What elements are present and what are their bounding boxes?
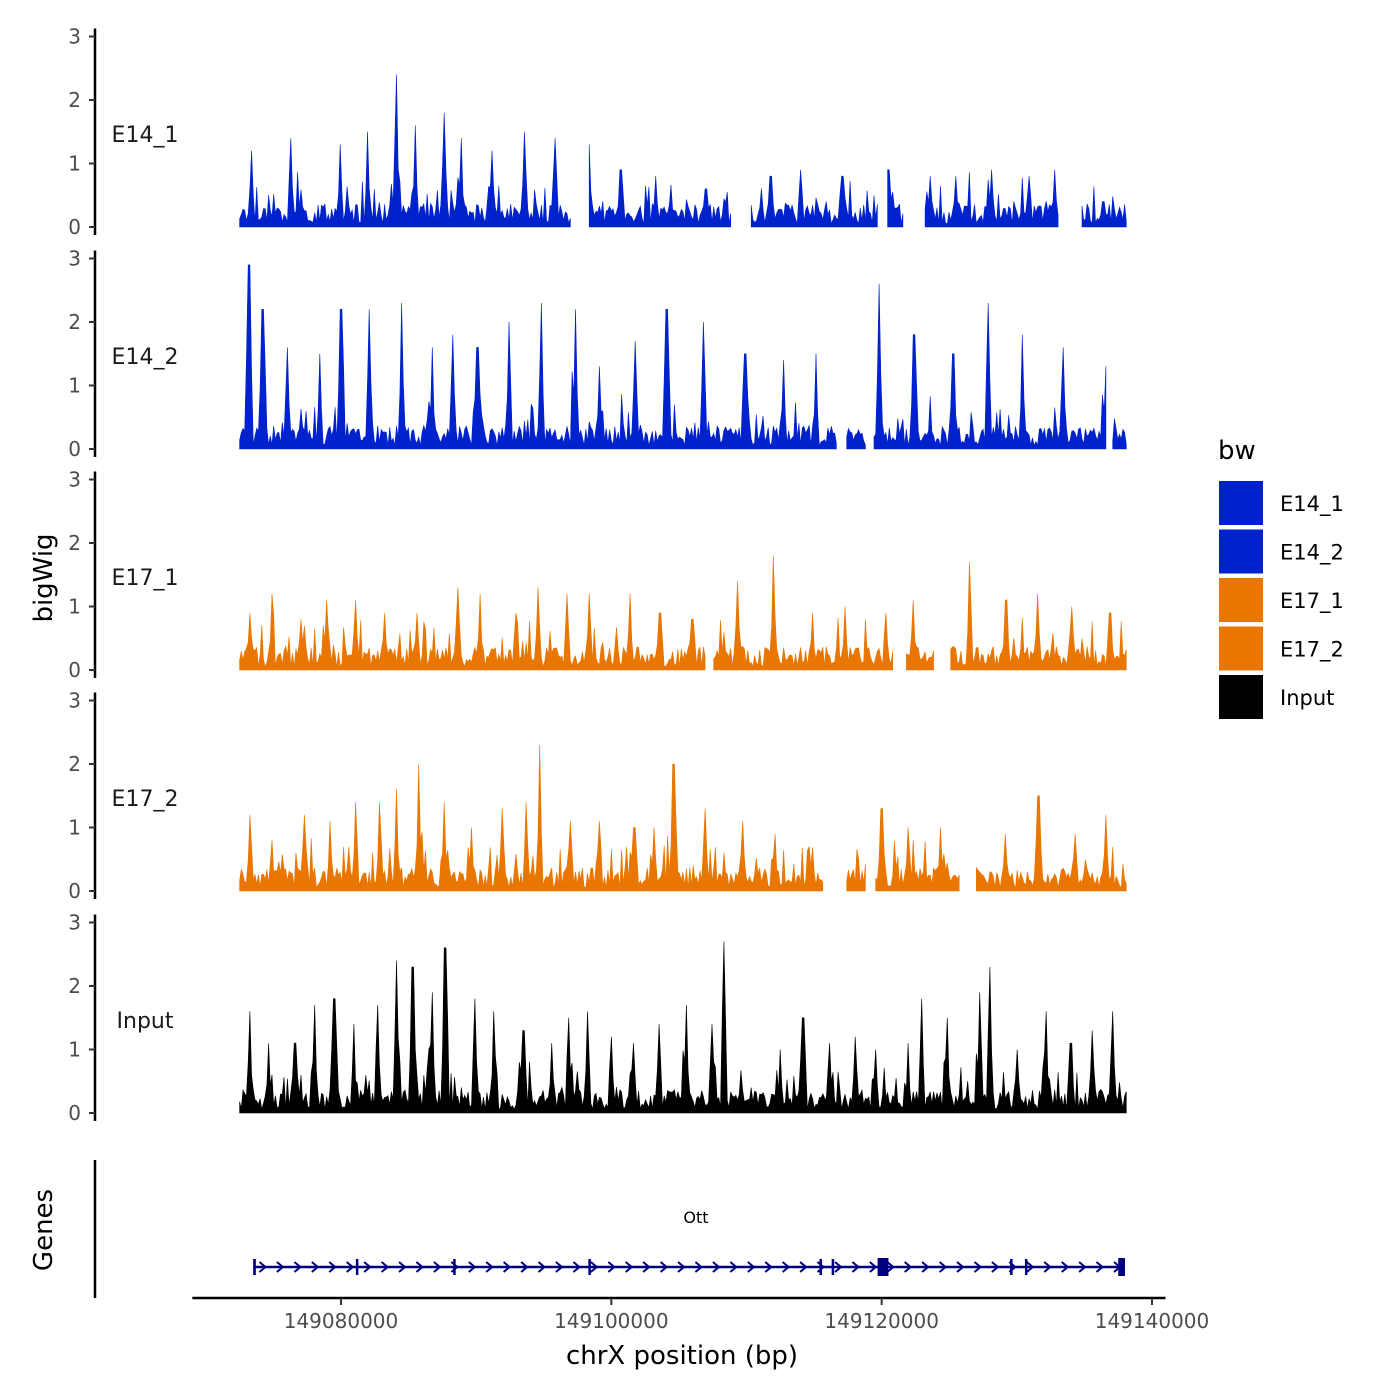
legend-label: Input [1280,686,1334,710]
signal-area [240,75,571,227]
legend-label: E17_1 [1280,589,1344,614]
gene-exon [588,1259,591,1275]
x-axis: 149080000 149100000 149120000 149140000 [192,1298,1209,1333]
track-e17-2: 0 1 2 3 E17_2 [68,689,1126,904]
track-label: E14_2 [112,345,179,370]
genes-title: Genes [29,1189,59,1271]
gene-exon [819,1259,822,1275]
y-tick-label: 3 [68,911,81,935]
genes-panel: Genes Ott [29,1160,1125,1298]
gene-exon [1025,1259,1028,1275]
signal-area [976,796,1126,891]
signal-area [240,588,705,671]
gene-exon [878,1258,889,1276]
signal-area [925,170,1058,227]
signal-area [714,556,893,670]
y-tick-label: 2 [68,974,81,998]
track-e14-2: 0 1 2 3 E14_2 [68,247,1126,462]
gene-exon [356,1259,359,1275]
track-e17-1: 0 1 2 3 E17_1 [68,468,1126,683]
y-tick-label: 1 [68,374,81,398]
signal-tracks: 0 1 2 3 E14_1 0 1 2 3 E14_2 0 1 2 3 E17_1 0 1 2 3 E17_2 0 1 2 3… [68,25,1126,1126]
signal-area [951,562,1127,670]
signal-area [874,284,1106,449]
legend-label: E14_2 [1280,541,1344,566]
signal-area [240,265,837,449]
y-tick-label: 1 [68,595,81,619]
x-tick-label: 149140000 [1095,1309,1210,1333]
gene-exon [832,1259,835,1275]
track-label: Input [117,1009,174,1034]
gene-name: Ott [683,1208,708,1227]
signal-area [906,600,933,670]
y-tick-label: 2 [68,531,81,555]
y-tick-label: 2 [68,88,81,112]
x-tick-label: 149120000 [824,1309,939,1333]
y-tick-label: 1 [68,816,81,840]
y-tick-label: 2 [68,310,81,334]
x-tick-label: 149080000 [284,1309,399,1333]
legend-swatch [1219,578,1263,622]
gene-exon [253,1259,256,1275]
y-tick-label: 1 [68,152,81,176]
genome-browser-figure: 0 1 2 3 E14_1 0 1 2 3 E14_2 0 1 2 3 E17_1 0 1 2 3 E17_2 0 1 2 3… [0,0,1400,1400]
track-label: E17_1 [112,566,179,591]
track-e14-1: 0 1 2 3 E14_1 [68,25,1126,240]
track-label: E14_1 [112,123,179,148]
signal-area [589,144,731,227]
y-tick-label: 2 [68,752,81,776]
track-input: 0 1 2 3 Input [68,911,1126,1126]
legend: bw E14_1 E14_2 E17_1 E17_2 Input [1218,436,1344,719]
y-tick-label: 0 [68,437,81,461]
y-tick-label: 0 [68,1101,81,1125]
legend-label: E17_2 [1280,638,1344,663]
signal-area [1082,186,1126,227]
x-tick-label: 149100000 [554,1309,669,1333]
legend-swatch [1219,530,1263,574]
legend-swatch [1219,481,1263,525]
y-axis-title: bigWig [29,533,59,622]
signal-area [751,170,877,227]
legend-title: bw [1218,436,1256,466]
x-axis-title: chrX position (bp) [566,1341,798,1371]
signal-area [888,170,903,227]
legend-swatch [1219,675,1263,719]
signal-area [876,809,960,892]
track-label: E17_2 [112,787,179,812]
signal-area [1113,419,1127,449]
y-tick-label: 3 [68,468,81,492]
y-tick-label: 0 [68,658,81,682]
y-tick-label: 3 [68,689,81,713]
y-tick-label: 3 [68,25,81,49]
gene-exon [1118,1258,1125,1276]
y-tick-label: 3 [68,247,81,271]
signal-area [240,942,1127,1114]
gene-exon [1010,1259,1013,1275]
legend-swatch [1219,627,1263,671]
y-tick-label: 0 [68,879,81,903]
legend-label: E14_1 [1280,492,1344,517]
gene-exon [453,1259,456,1275]
y-tick-label: 0 [68,215,81,239]
signal-area [847,429,866,450]
signal-area [240,745,823,891]
signal-area [847,849,866,891]
y-tick-label: 1 [68,1038,81,1062]
